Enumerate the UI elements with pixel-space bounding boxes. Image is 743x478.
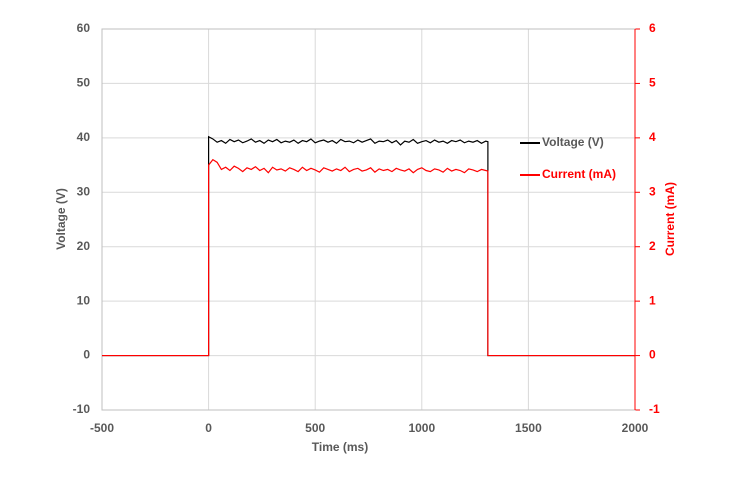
y-tick-label: 30 — [77, 184, 91, 198]
y2-tick-label: 3 — [649, 184, 656, 198]
legend-label: Voltage (V) — [542, 135, 604, 149]
x-tick-label: 0 — [205, 421, 212, 435]
y-tick-label: 20 — [77, 239, 91, 253]
series-line — [102, 158, 635, 357]
y-tick-label: 60 — [77, 21, 91, 35]
y-tick-label: 0 — [83, 348, 90, 362]
y-tick-label: 40 — [77, 130, 91, 144]
y-axis-title: Voltage (V) — [54, 188, 68, 250]
y-tick-label: 10 — [77, 293, 91, 307]
y2-tick-label: 5 — [649, 76, 656, 90]
x-tick-label: 2000 — [622, 421, 649, 435]
y-tick-label: -10 — [73, 402, 91, 416]
x-tick-label: 1500 — [515, 421, 542, 435]
x-tick-label: 500 — [305, 421, 325, 435]
legend-label: Current (mA) — [542, 167, 616, 181]
x-axis-title: Time (ms) — [312, 440, 368, 454]
y-tick-label: 50 — [77, 76, 91, 90]
y2-tick-label: 0 — [649, 348, 656, 362]
x-tick-label: 1000 — [408, 421, 435, 435]
y2-tick-label: -1 — [649, 402, 660, 416]
plot-frame — [101, 28, 636, 411]
y2-tick-label: 4 — [649, 130, 656, 144]
series-line — [102, 135, 635, 357]
y2-tick-label: 6 — [649, 21, 656, 35]
y2-tick-label: 2 — [649, 239, 656, 253]
y2-axis-title: Current (mA) — [663, 182, 677, 256]
x-tick-label: -500 — [90, 421, 114, 435]
y2-tick-label: 1 — [649, 293, 656, 307]
